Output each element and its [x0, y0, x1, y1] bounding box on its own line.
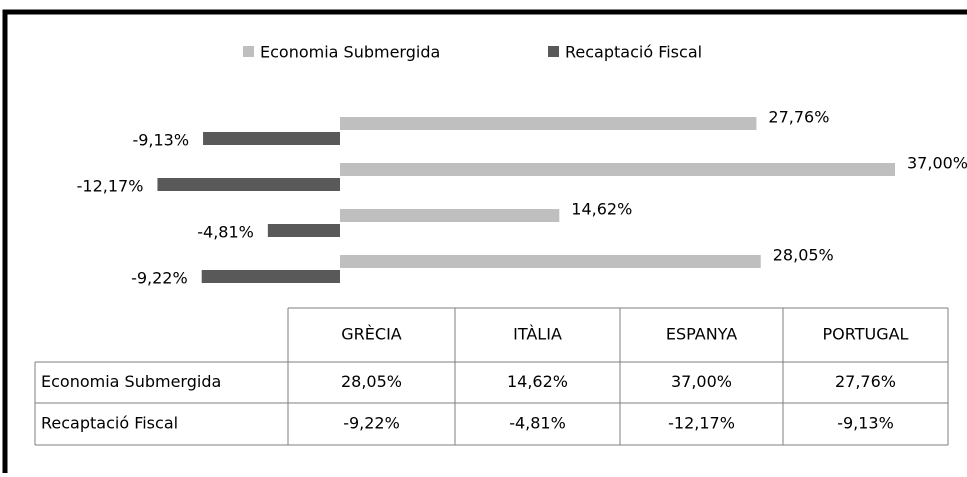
bar — [340, 117, 757, 130]
bar — [203, 132, 340, 145]
legend: Economia Submergida Recaptació Fiscal — [243, 43, 702, 62]
table-header: ITÀLIA — [513, 325, 562, 344]
data-table: GRÈCIA ITÀLIA ESPANYA PORTUGAL Economia Subm… — [34, 307, 949, 446]
chart-frame — [2, 9, 967, 477]
legend-swatch — [243, 46, 254, 57]
legend-label: Economia Submergida — [260, 43, 440, 62]
table-cell: -12,17% — [668, 414, 735, 433]
data-label: 37,00% — [907, 154, 967, 173]
bar — [340, 163, 895, 176]
bar — [157, 178, 340, 191]
data-label: -9,13% — [132, 131, 189, 150]
bar — [340, 209, 560, 222]
plot: 28,05% -9,22% 14,62% -4,81% 37,00% -12,17% 27,… — [77, 108, 967, 288]
table-header: PORTUGAL — [823, 325, 909, 344]
data-label: 27,76% — [768, 108, 829, 127]
data-label: 28,05% — [773, 246, 834, 265]
table-cell: -9,13% — [837, 414, 894, 433]
bar — [201, 270, 340, 283]
table-header: ESPANYA — [666, 325, 737, 344]
data-label: -12,17% — [77, 177, 144, 196]
bar — [340, 255, 761, 268]
table-cell: 27,76% — [835, 372, 896, 391]
table-cell: 37,00% — [671, 372, 732, 391]
data-label: -9,22% — [131, 269, 188, 288]
data-label: -4,81% — [197, 223, 254, 242]
table-row-header: Economia Submergida — [41, 372, 221, 391]
legend-swatch — [548, 46, 559, 57]
legend-label: Recaptació Fiscal — [565, 43, 702, 62]
table-cell: -9,22% — [343, 414, 400, 433]
table-cell: 28,05% — [341, 372, 402, 391]
table-row-header: Recaptació Fiscal — [41, 414, 178, 433]
bar — [267, 224, 340, 237]
table-cell: -4,81% — [509, 414, 566, 433]
table-cell: 14,62% — [507, 372, 568, 391]
data-label: 14,62% — [571, 200, 632, 219]
table-header: GRÈCIA — [341, 325, 402, 344]
